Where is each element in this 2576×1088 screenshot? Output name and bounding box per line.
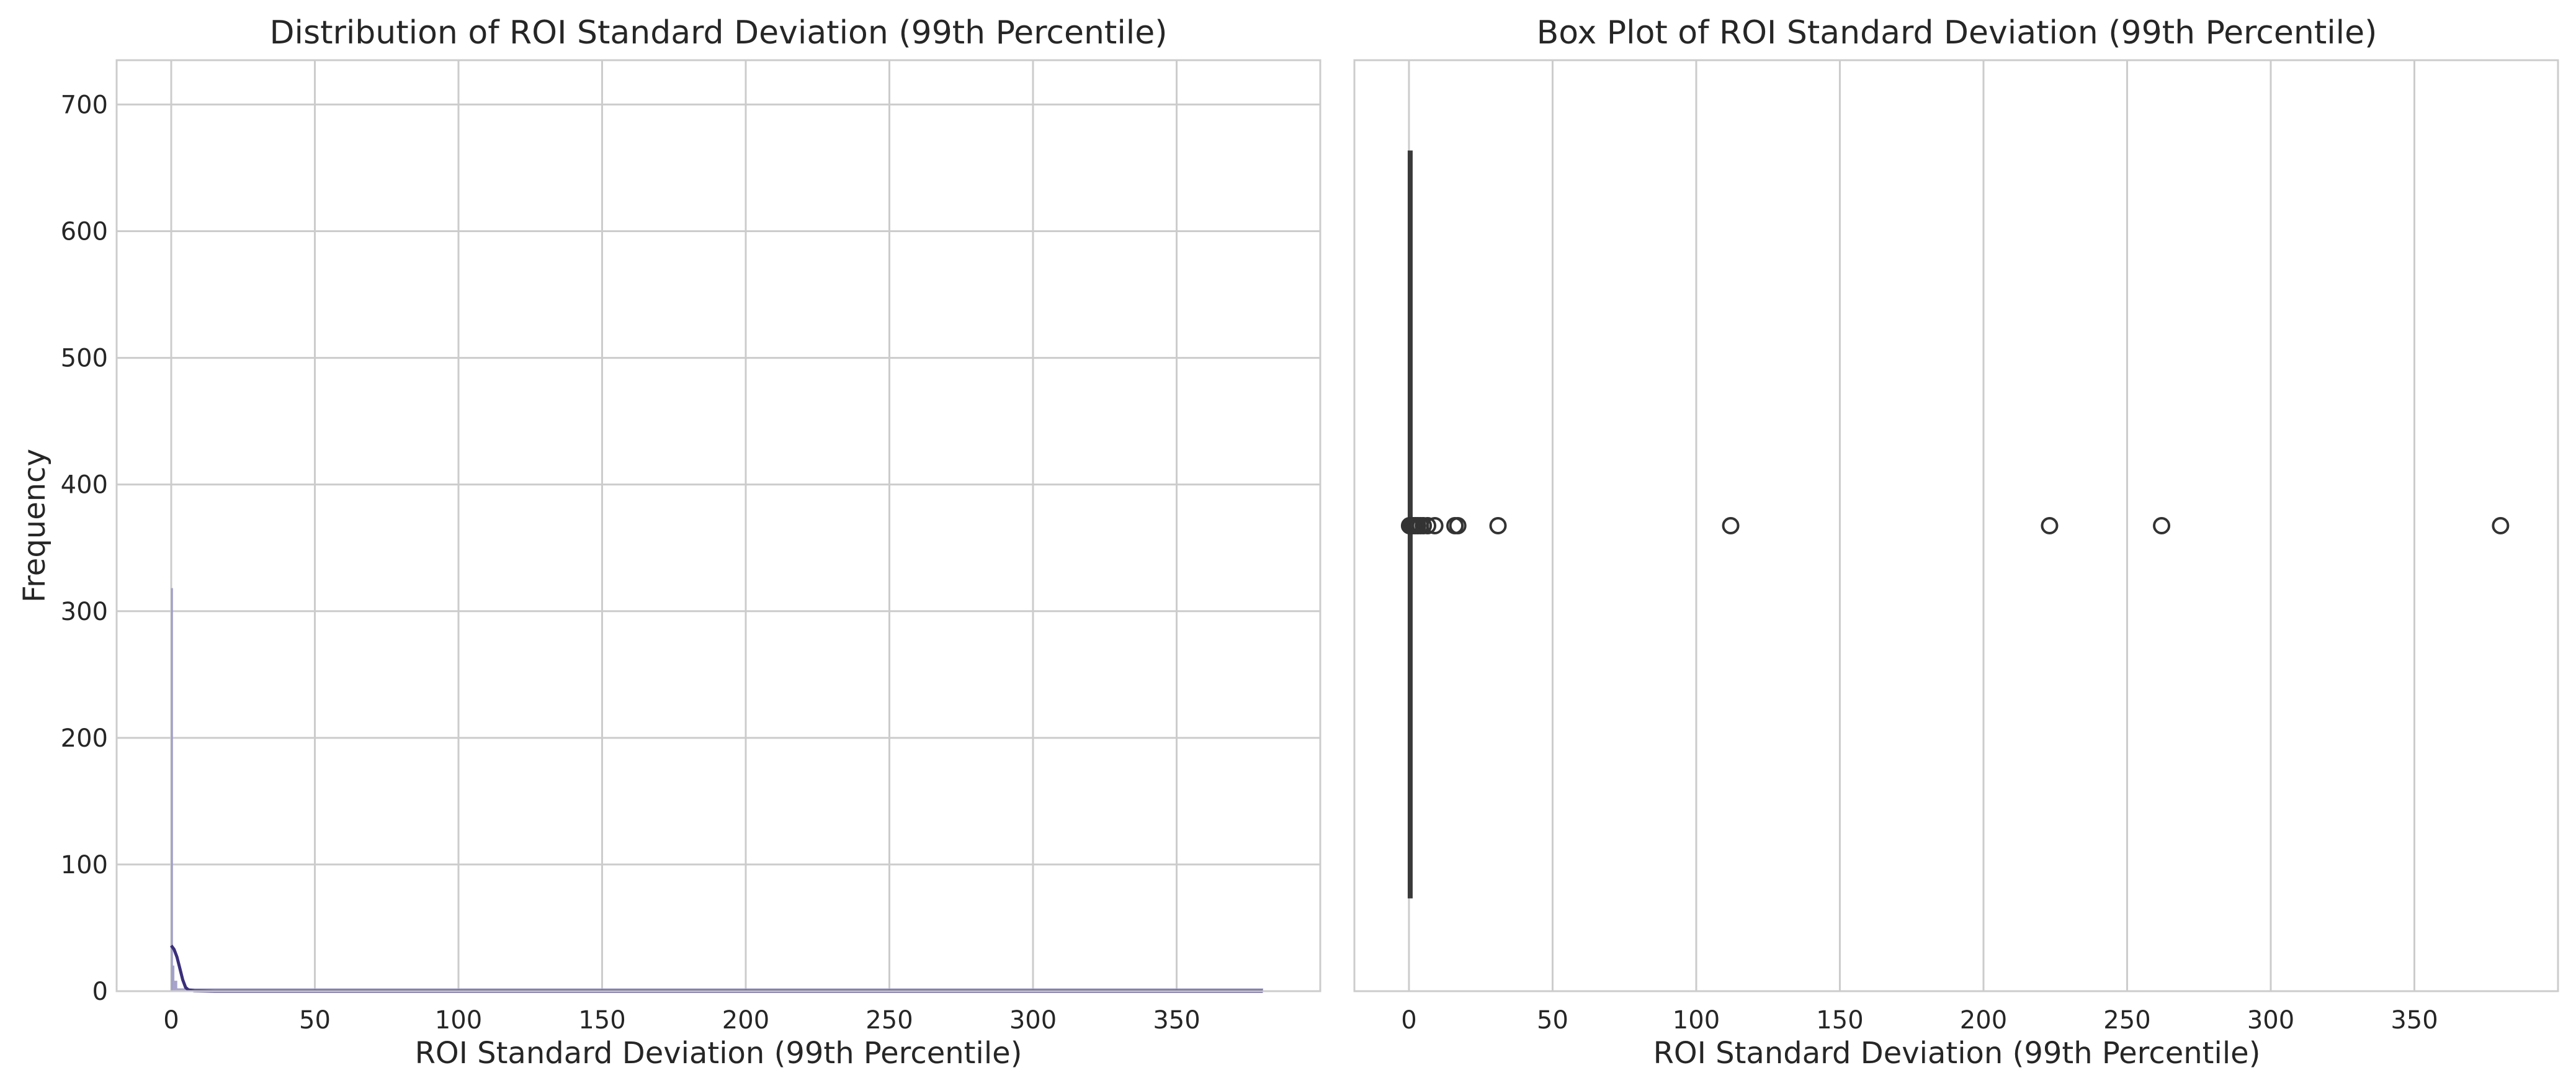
y-tick-label: 200 xyxy=(61,724,108,753)
x-tick-label: 50 xyxy=(1537,1006,1568,1035)
outlier-point xyxy=(1449,517,1467,534)
x-tick-label: 300 xyxy=(1009,1006,1057,1035)
y-tick-label: 600 xyxy=(61,218,108,246)
boxplot-tick-labels: 0 50 100 150 200 250 300 350 xyxy=(1401,1006,2438,1035)
y-tick-label: 300 xyxy=(61,598,108,626)
kde-line xyxy=(169,945,1263,993)
x-tick-label: 150 xyxy=(578,1006,625,1035)
outlier-point xyxy=(2492,517,2510,534)
x-tick-label: 300 xyxy=(2247,1006,2294,1035)
histogram-marks xyxy=(169,588,1263,993)
histogram-chart: Distribution of ROI Standard Deviation (… xyxy=(17,14,1322,1071)
x-tick-label: 200 xyxy=(722,1006,769,1035)
outlier-point xyxy=(2153,517,2171,534)
x-tick-label: 250 xyxy=(865,1006,913,1035)
histogram-frame xyxy=(115,59,1322,992)
y-tick-label: 100 xyxy=(61,851,108,879)
histogram-y-label: Frequency xyxy=(17,449,52,603)
boxplot-chart: Box Plot of ROI Standard Deviation (99th… xyxy=(1353,14,2559,1071)
histogram-x-label: ROI Standard Deviation (99th Percentile) xyxy=(415,1036,1022,1071)
outlier-point xyxy=(1489,517,1507,534)
x-tick-label: 350 xyxy=(2390,1006,2438,1035)
x-tick-label: 0 xyxy=(163,1006,179,1035)
histogram-bar xyxy=(171,588,173,992)
histogram-grid xyxy=(117,60,1320,992)
histogram-title: Distribution of ROI Standard Deviation (… xyxy=(270,14,1168,52)
x-tick-label: 0 xyxy=(1401,1006,1416,1035)
x-tick-label: 100 xyxy=(1673,1006,1720,1035)
x-tick-label: 250 xyxy=(2103,1006,2150,1035)
y-tick-label: 0 xyxy=(92,978,108,1006)
y-tick-label: 700 xyxy=(61,91,108,119)
outlier-point xyxy=(1419,517,1437,534)
y-tick-label: 400 xyxy=(61,471,108,500)
outlier-point xyxy=(1426,517,1444,534)
boxplot-marks xyxy=(1400,150,2510,899)
x-tick-label: 200 xyxy=(1960,1006,2007,1035)
x-tick-label: 100 xyxy=(435,1006,482,1035)
outlier-point xyxy=(2041,517,2059,534)
boxplot-title: Box Plot of ROI Standard Deviation (99th… xyxy=(1537,14,2377,52)
x-tick-label: 350 xyxy=(1153,1006,1200,1035)
x-tick-label: 50 xyxy=(299,1006,331,1035)
y-tick-label: 500 xyxy=(61,344,108,373)
boxplot-grid xyxy=(1408,60,2415,991)
histogram-tick-labels: 0 50 100 150 200 250 300 350 0 100 200 300 400 500 600… xyxy=(61,91,1201,1035)
boxplot-x-label: ROI Standard Deviation (99th Percentile) xyxy=(1653,1036,2261,1071)
histogram-bar xyxy=(174,981,177,992)
x-tick-label: 150 xyxy=(1816,1006,1863,1035)
outlier-point xyxy=(1722,517,1740,534)
boxplot-frame xyxy=(1353,59,2559,992)
